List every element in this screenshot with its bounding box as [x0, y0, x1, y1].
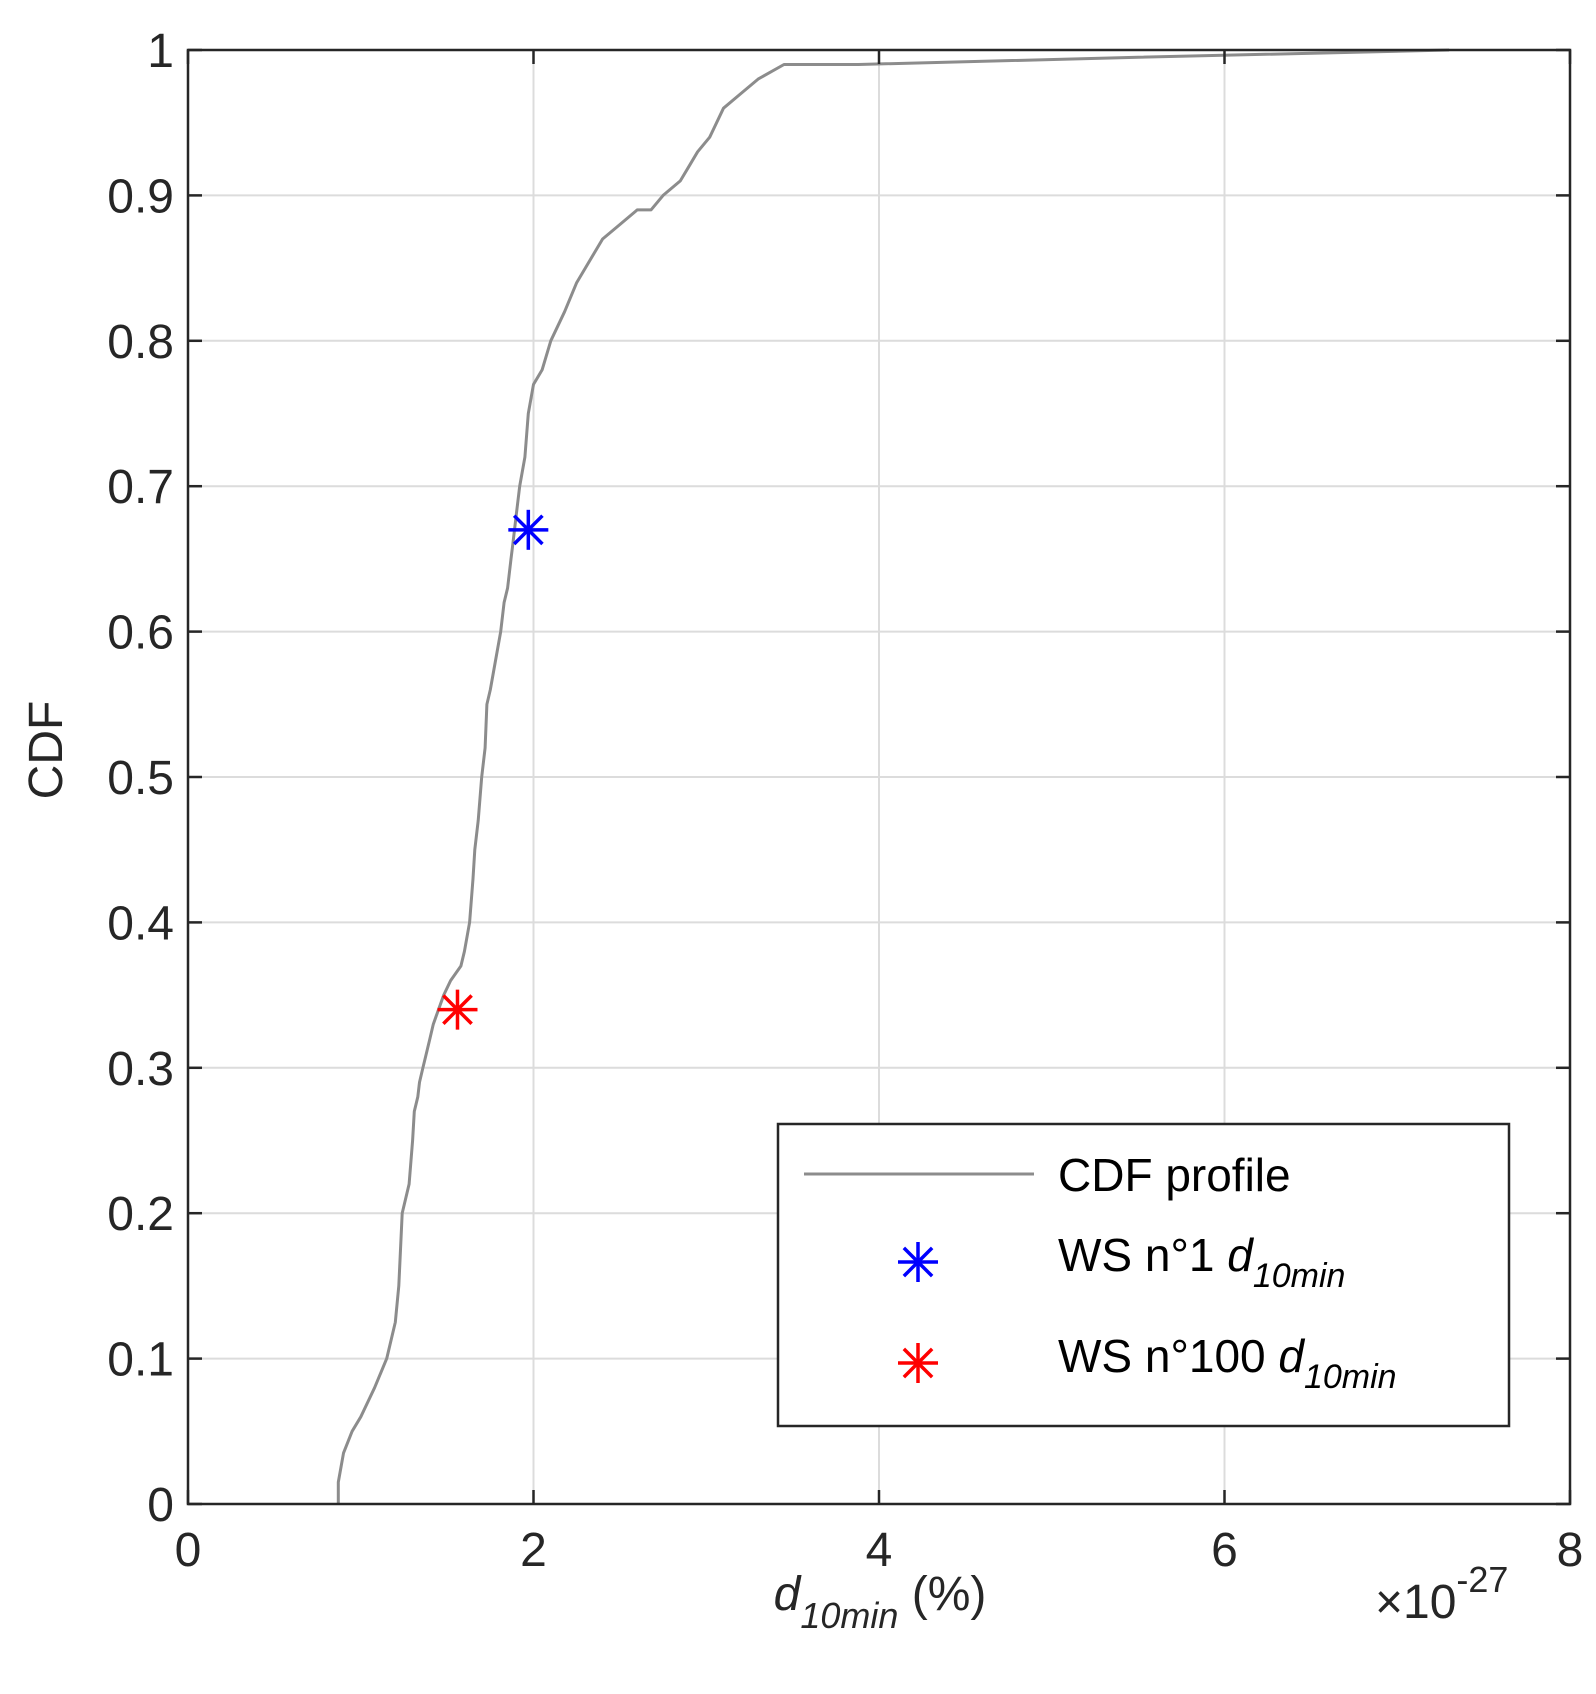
x-axis-label-sub: 10min [800, 1595, 898, 1636]
y-tick-label: 0.7 [107, 461, 174, 514]
cdf-profile-line [336, 48, 1450, 1504]
exponent-prefix: ×10 [1375, 1576, 1456, 1629]
y-tick-label: 0.6 [107, 607, 174, 660]
legend-label-ws100: WS n°100 d10min [1058, 1330, 1397, 1396]
series-layer [336, 48, 1450, 1504]
y-tick-label: 0.4 [107, 897, 174, 950]
x-tick-label: 6 [1211, 1524, 1238, 1577]
legend-label-cdf-profile: CDF profile [1058, 1149, 1291, 1201]
y-tick-label: 0.8 [107, 316, 174, 369]
y-tick-label: 0 [147, 1479, 174, 1532]
ws1-marker-stroke [512, 514, 544, 546]
x-axis-label-suffix: (%) [898, 1568, 986, 1621]
exponent-value: -27 [1456, 1559, 1508, 1600]
y-tick-label: 1 [147, 25, 174, 78]
legend-ws100-asterisk-stroke [902, 1347, 934, 1379]
ws100-marker [437, 989, 478, 1030]
legend-ws1-asterisk [898, 1242, 938, 1282]
y-axis-label: CDF [20, 701, 73, 800]
x-tick-label: 0 [175, 1524, 202, 1577]
y-tick-label: 0.1 [107, 1334, 174, 1387]
legend: CDF profile WS n°1 d10min WS n°100 d10mi… [776, 1122, 1511, 1428]
x-tick-label: 8 [1557, 1524, 1584, 1577]
y-tick-label: 0.9 [107, 170, 174, 223]
ws100-marker-stroke [442, 994, 473, 1026]
legend-ws100-asterisk [898, 1343, 938, 1383]
legend-label-ws1: WS n°1 d10min [1058, 1229, 1345, 1295]
tick-labels: 0 2 4 6 8 0 0.1 0.2 0.3 0.4 0.5 0.6 0.7 0.8 0.9 1 [107, 25, 1583, 1577]
axes [186, 48, 1572, 1506]
ws1-marker [508, 509, 549, 550]
x-tick-label: 4 [866, 1524, 893, 1577]
x-tick-label: 2 [520, 1524, 547, 1577]
x-axis-exponent: ×10-27 [1375, 1559, 1508, 1629]
legend-marker-ws1 [898, 1242, 938, 1282]
legend-ws1-asterisk-stroke [902, 1246, 934, 1278]
y-tick-label: 0.3 [107, 1043, 174, 1096]
x-axis-label: d10min (%) [774, 1568, 987, 1636]
x-axis-label-main: d [774, 1568, 802, 1621]
legend-marker-ws100 [898, 1343, 938, 1383]
y-tick-label: 0.5 [107, 752, 174, 805]
y-tick-label: 0.2 [107, 1188, 174, 1241]
